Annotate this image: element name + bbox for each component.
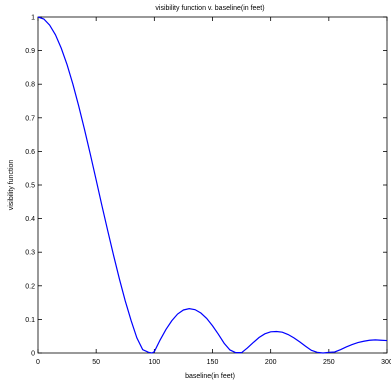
- chart-title: visibility function v. baseline(in feet): [155, 5, 264, 12]
- x-tick-label: 50: [92, 359, 100, 366]
- y-axis-label: visibility function: [8, 160, 15, 211]
- y-tick-label: 0.1: [25, 317, 35, 324]
- x-axis-label: baseline(in feet): [185, 373, 235, 380]
- plot-area: [37, 16, 388, 354]
- y-tick-label: 0.9: [25, 48, 35, 55]
- visibility-series-line: [37, 16, 388, 354]
- x-tick-label: 250: [323, 359, 335, 366]
- x-tick-label: 300: [381, 359, 391, 366]
- y-tick-label: 0.3: [25, 250, 35, 257]
- y-axis-ticks: 0 0.1 0.2 0.3 0.4 0.5 0.6 0.7 0.8 0.9 1: [25, 15, 387, 358]
- x-tick-label: 0: [36, 359, 40, 366]
- y-tick-label: 0: [31, 351, 35, 358]
- y-tick-label: 0.8: [25, 82, 35, 89]
- x-tick-label: 100: [148, 359, 160, 366]
- y-tick-label: 0.6: [25, 149, 35, 156]
- y-tick-label: 0.2: [25, 283, 35, 290]
- x-tick-label: 150: [207, 359, 219, 366]
- y-tick-label: 0.5: [25, 183, 35, 190]
- y-tick-label: 0.7: [25, 115, 35, 122]
- y-tick-label: 0.4: [25, 216, 35, 223]
- x-tick-label: 200: [265, 359, 277, 366]
- y-tick-label: 1: [31, 15, 35, 22]
